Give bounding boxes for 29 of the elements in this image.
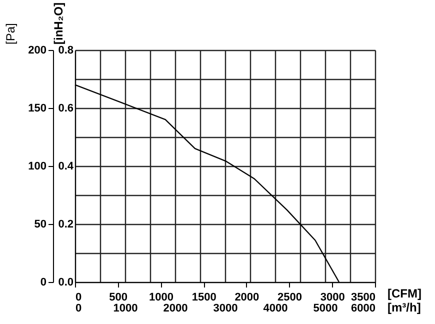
x2-tick-label: 4000 bbox=[263, 302, 288, 314]
x2-tick-label: 3000 bbox=[213, 302, 238, 314]
x-tick-label: 2000 bbox=[234, 292, 260, 304]
x2-tick-label: 2000 bbox=[163, 302, 188, 314]
x2-tick-label: 1000 bbox=[113, 302, 138, 314]
y2-tick-label: 0.0 bbox=[58, 276, 74, 288]
x-tick-label: 3000 bbox=[320, 292, 345, 304]
x-tick-label: 2500 bbox=[278, 292, 302, 304]
y-tick-label: 200 bbox=[28, 44, 46, 56]
y-tick-label: 0 bbox=[40, 276, 46, 288]
y-tick-label: 100 bbox=[28, 160, 46, 172]
x2-tick-label: 6000 bbox=[351, 302, 376, 314]
x2-axis-title: [m³/h] bbox=[388, 300, 421, 314]
x-tick-label: 1000 bbox=[148, 292, 174, 304]
y2-tick-label: 0.4 bbox=[58, 160, 74, 172]
x-tick-label: 1500 bbox=[192, 292, 216, 304]
y-axis-title: [Pa] bbox=[4, 23, 18, 44]
x-tick-label: 0 bbox=[76, 292, 82, 304]
x2-tick-label: 5000 bbox=[313, 302, 338, 314]
y2-axis-title: [inH₂O] bbox=[52, 2, 66, 44]
x-tick-label: 500 bbox=[109, 292, 128, 304]
y-tick-label: 150 bbox=[28, 102, 46, 114]
y2-tick-label: 0.2 bbox=[58, 218, 74, 230]
x2-tick-label: 0 bbox=[76, 302, 82, 314]
y-tick-label: 50 bbox=[34, 218, 46, 230]
y2-tick-label: 0.6 bbox=[58, 102, 74, 114]
x-tick-label: 3500 bbox=[351, 292, 376, 304]
x-axis-title: [CFM] bbox=[388, 286, 422, 300]
y2-tick-label: 0.8 bbox=[58, 44, 74, 56]
